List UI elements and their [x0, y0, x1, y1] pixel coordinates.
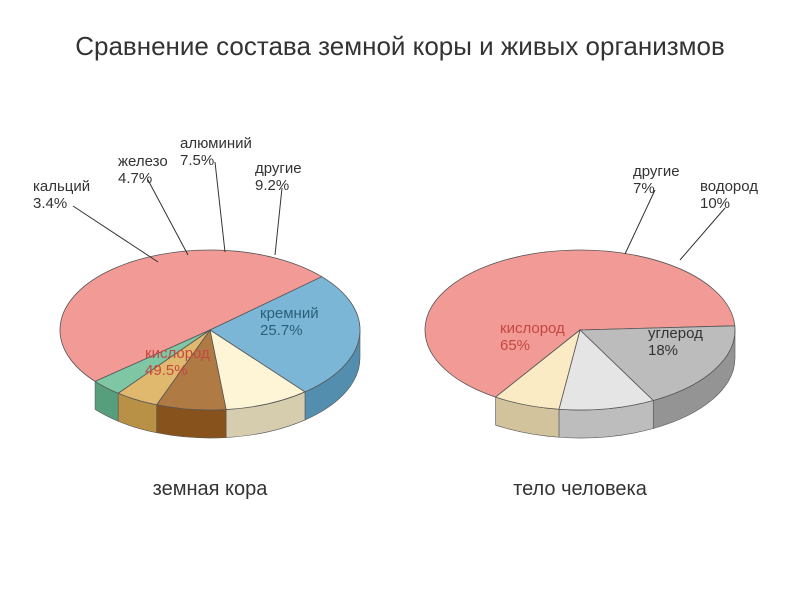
- subtitle-body: тело человека: [420, 478, 740, 501]
- slice-label-silicon: кремний25.7%: [260, 305, 319, 340]
- slice-label-hydrogen: водород10%: [700, 178, 758, 213]
- slice-label-oxygen: кислород49.5%: [145, 345, 210, 380]
- pie-slice-other: [210, 330, 305, 410]
- slice-label-name: другие: [255, 160, 302, 177]
- slice-label-aluminum: алюминий7.5%: [180, 135, 252, 170]
- leader-line: [625, 190, 655, 254]
- slice-label-iron: железо4.7%: [118, 153, 168, 188]
- slice-label-other: другие7%: [633, 163, 680, 198]
- leader-line: [148, 180, 188, 255]
- slice-label-name: углерод: [648, 325, 703, 342]
- slice-label-pct: 4.7%: [118, 170, 168, 187]
- pie-slice-silicon: [210, 277, 360, 392]
- pie-slice-iron: [118, 330, 210, 405]
- slice-label-pct: 25.7%: [260, 322, 319, 339]
- slice-label-name: кремний: [260, 305, 319, 322]
- slice-label-name: кальций: [33, 178, 90, 195]
- pie-slice-calcium: [95, 330, 210, 393]
- slice-label-pct: 3.4%: [33, 195, 90, 212]
- slice-label-pct: 7.5%: [180, 152, 252, 169]
- slice-label-oxygen: кислород65%: [500, 320, 565, 355]
- subtitle-crust: земная кора: [50, 478, 370, 501]
- slice-label-pct: 49.5%: [145, 362, 210, 379]
- slice-label-pct: 10%: [700, 195, 758, 212]
- leader-line: [73, 206, 158, 262]
- slice-label-pct: 7%: [633, 180, 680, 197]
- slice-label-pct: 9.2%: [255, 177, 302, 194]
- slice-label-name: алюминий: [180, 135, 252, 152]
- slice-label-other: другие9.2%: [255, 160, 302, 195]
- pie-slice-carbon: [580, 326, 735, 401]
- slice-label-pct: 65%: [500, 337, 565, 354]
- page: Сравнение состава земной коры и живых ор…: [0, 0, 800, 600]
- slice-label-pct: 18%: [648, 342, 703, 359]
- slice-label-name: другие: [633, 163, 680, 180]
- pie-slice-oxygen: [60, 250, 322, 381]
- slice-label-calcium: кальций3.4%: [33, 178, 90, 213]
- leader-line: [215, 162, 225, 252]
- pie-slice-oxygen: [425, 250, 735, 397]
- leader-line: [680, 208, 725, 260]
- slice-label-name: кислород: [500, 320, 565, 337]
- page-title: Сравнение состава земной коры и живых ор…: [0, 30, 800, 63]
- slice-label-carbon: углерод18%: [648, 325, 703, 360]
- slice-label-name: кислород: [145, 345, 210, 362]
- leader-line: [275, 188, 282, 255]
- slice-label-name: водород: [700, 178, 758, 195]
- pie-slice-other: [496, 330, 580, 409]
- pie-slice-hydrogen: [559, 330, 653, 410]
- pie-slice-aluminum: [157, 330, 226, 410]
- slice-label-name: железо: [118, 153, 168, 170]
